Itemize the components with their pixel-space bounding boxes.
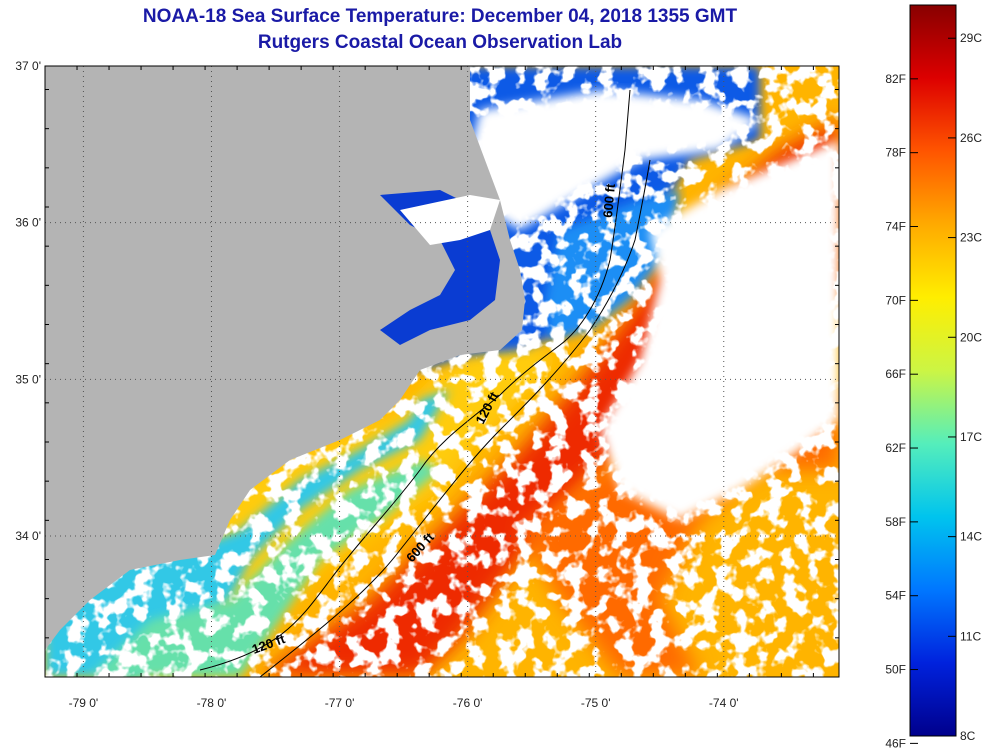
lat-tick-label: 34 0'	[15, 529, 41, 543]
celsius-label: 23C	[960, 231, 982, 245]
fahrenheit-label: 46F	[885, 736, 906, 750]
celsius-label: 20C	[960, 330, 982, 344]
celsius-label: 17C	[960, 430, 982, 444]
sound-clouded	[400, 195, 500, 245]
lat-tick-label: 37 0'	[15, 59, 41, 73]
lon-tick-label: -78 0'	[197, 696, 227, 710]
lon-tick-label: -77 0'	[325, 696, 355, 710]
celsius-label: 29C	[960, 31, 982, 45]
fahrenheit-label: 62F	[885, 441, 906, 455]
fahrenheit-label: 58F	[885, 515, 906, 529]
fahrenheit-label: 54F	[885, 589, 906, 603]
colorbar-labels: 29C 26C 23C 20C 17C 14C 11C 8C 82F 78F 74F 70F 66F 62…	[885, 31, 982, 750]
fahrenheit-label: 74F	[885, 220, 906, 234]
lon-tick-label: -76 0'	[453, 696, 483, 710]
lon-tick-label: -74 0'	[709, 696, 739, 710]
map-frame	[44, 65, 840, 678]
lon-tick-label: -79 0'	[69, 696, 99, 710]
celsius-label: 8C	[960, 729, 976, 743]
lat-tick-label: 36 0'	[15, 216, 41, 230]
map-subtitle: Rutgers Coastal Ocean Observation Lab	[257, 32, 623, 53]
fahrenheit-label: 82F	[885, 72, 906, 86]
fahrenheit-label: 78F	[885, 146, 906, 160]
contour-label-600-upper: 600 ft	[600, 182, 618, 218]
map-title: NOAA-18 Sea Surface Temperature: Decembe…	[142, 6, 738, 27]
fahrenheit-label: 50F	[885, 663, 906, 677]
fahrenheit-label: 66F	[885, 367, 906, 381]
lon-tick-label: -75 0'	[581, 696, 611, 710]
celsius-label: 26C	[960, 131, 982, 145]
celsius-label: 14C	[960, 530, 982, 544]
colorbar-scale	[909, 4, 957, 737]
celsius-label: 11C	[960, 629, 981, 643]
contour-600ft	[259, 159, 651, 678]
lat-tick-label: 35 0'	[15, 372, 41, 386]
cloud-offshore	[600, 140, 839, 520]
cloud-north	[470, 90, 760, 230]
contour-120ft	[199, 89, 631, 671]
fahrenheit-label: 70F	[885, 293, 906, 307]
lat-lon-grid: 37 0' 36 0' 35 0' 34 0' -79 0' -78 0' -77 0' -7…	[15, 59, 839, 710]
